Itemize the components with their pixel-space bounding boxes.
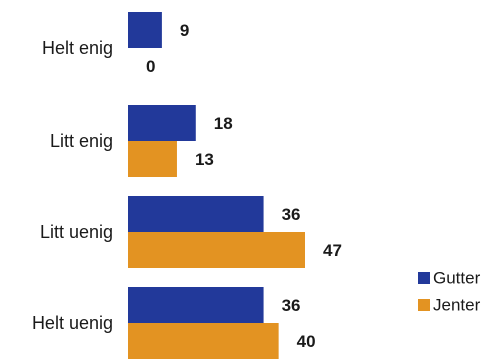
category-label-litt-uenig: Litt uenig (40, 222, 113, 242)
category-label-helt-uenig: Helt uenig (32, 313, 113, 333)
bar-jenter-litt-enig (128, 141, 177, 177)
value-label-gutter-litt-uenig: 36 (282, 205, 301, 224)
legend: Gutter Jenter (418, 269, 481, 315)
legend-label-jenter: Jenter (433, 296, 481, 315)
legend-label-gutter: Gutter (433, 269, 481, 288)
bar-gutter-litt-enig (128, 105, 196, 141)
bars (128, 12, 305, 359)
bar-jenter-helt-uenig (128, 323, 279, 359)
value-label-jenter-helt-enig: 0 (146, 57, 155, 76)
category-label-helt-enig: Helt enig (42, 38, 113, 58)
value-label-jenter-helt-uenig: 40 (297, 332, 316, 351)
value-label-jenter-litt-uenig: 47 (323, 241, 342, 260)
category-labels: Helt enig Litt enig Litt uenig Helt uenig (32, 38, 113, 333)
value-label-gutter-helt-enig: 9 (180, 21, 189, 40)
value-label-gutter-helt-uenig: 36 (282, 296, 301, 315)
bar-jenter-litt-uenig (128, 232, 305, 268)
legend-swatch-gutter (418, 272, 430, 284)
bar-gutter-litt-uenig (128, 196, 264, 232)
value-label-jenter-litt-enig: 13 (195, 150, 214, 169)
bar-gutter-helt-uenig (128, 287, 264, 323)
category-label-litt-enig: Litt enig (50, 131, 113, 151)
legend-swatch-jenter (418, 299, 430, 311)
bar-gutter-helt-enig (128, 12, 162, 48)
value-label-gutter-litt-enig: 18 (214, 114, 233, 133)
